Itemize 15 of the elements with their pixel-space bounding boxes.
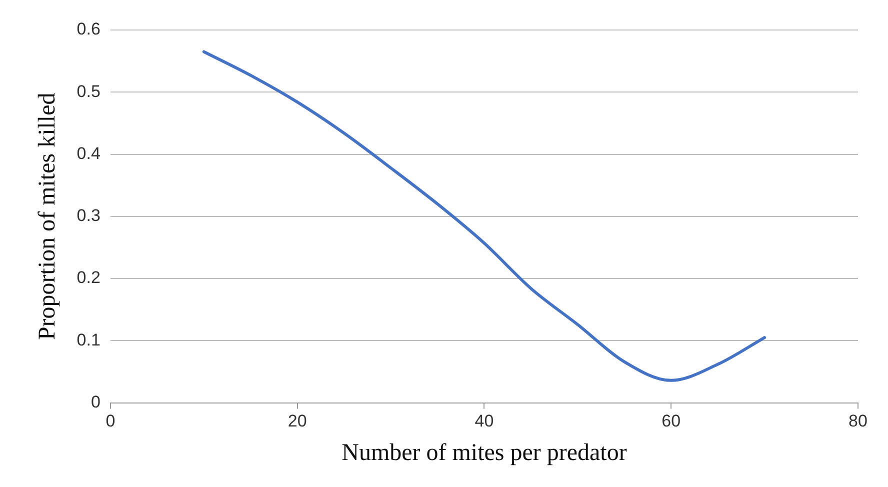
y-tick-label: 0.6 xyxy=(76,20,100,39)
y-tick-label: 0.5 xyxy=(76,82,100,101)
x-axis-title: Number of mites per predator xyxy=(342,440,627,466)
y-tick-label: 0.3 xyxy=(76,206,100,226)
x-tick-label: 80 xyxy=(848,412,868,431)
y-tick-label: 0.1 xyxy=(76,330,100,350)
x-tick-label: 0 xyxy=(106,412,116,431)
x-tick-label: 40 xyxy=(474,412,494,431)
y-tick-label: 0.2 xyxy=(76,268,100,288)
y-tick-label: 0 xyxy=(90,392,100,412)
y-tick-label: 0.4 xyxy=(76,144,100,163)
x-tick-label: 20 xyxy=(288,412,307,431)
y-axis-title: Proportion of mites killed xyxy=(34,92,61,340)
line-series xyxy=(202,50,766,382)
x-tick-label: 60 xyxy=(662,412,681,431)
